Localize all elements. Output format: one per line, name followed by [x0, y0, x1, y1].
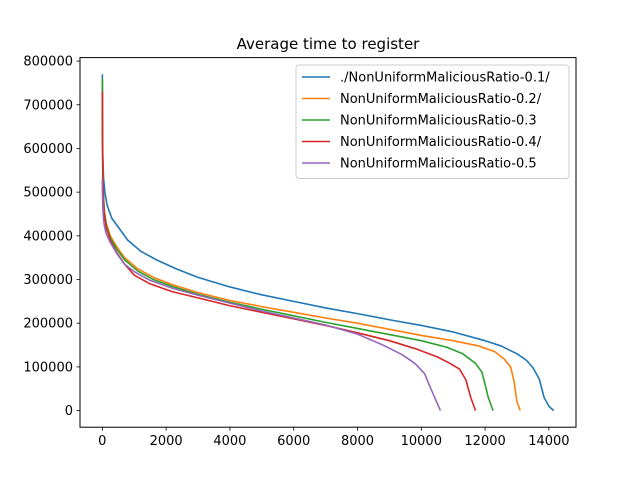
x-tick-label: 14000 [528, 434, 569, 449]
series-line-1 [101, 74, 555, 412]
legend-label: NonUniformMaliciousRatio-0.5 [340, 157, 537, 172]
x-tick-label: 12000 [464, 434, 505, 449]
x-tick-label: 8000 [341, 434, 374, 449]
y-tick-label: 400000 [23, 229, 73, 244]
x-tick-label: 6000 [277, 434, 310, 449]
y-tick-label: 800000 [23, 55, 73, 70]
y-tick-label: 600000 [23, 142, 73, 157]
legend-box [295, 64, 570, 179]
legend-label: ./NonUniformMaliciousRatio-0.1/ [340, 71, 550, 86]
x-tick-label: 10000 [401, 434, 442, 449]
legend-label: NonUniformMaliciousRatio-0.2/ [340, 92, 542, 107]
x-tick-label: 4000 [213, 434, 246, 449]
x-tick-label: 0 [98, 434, 106, 449]
legend-label: NonUniformMaliciousRatio-0.4/ [340, 135, 542, 150]
legend: ./NonUniformMaliciousRatio-0.1/NonUnifor… [295, 64, 570, 179]
chart-title: Average time to register [237, 35, 421, 53]
plot-frame [79, 57, 577, 428]
legend-label: NonUniformMaliciousRatio-0.3 [340, 114, 537, 129]
x-tick-label: 2000 [150, 434, 183, 449]
y-tick-label: 500000 [23, 186, 73, 201]
axis-ticks: 0 2000 4000 6000 8000 10000 12000 14000 0 100000 2… [23, 55, 569, 450]
y-tick-label: 300000 [23, 273, 73, 288]
y-tick-label: 0 [65, 404, 73, 419]
series-line-4 [101, 91, 477, 411]
series-line-5 [101, 179, 442, 411]
y-tick-label: 100000 [23, 360, 73, 375]
series-lines [101, 74, 555, 412]
y-tick-label: 700000 [23, 98, 73, 113]
y-tick-label: 200000 [23, 317, 73, 332]
